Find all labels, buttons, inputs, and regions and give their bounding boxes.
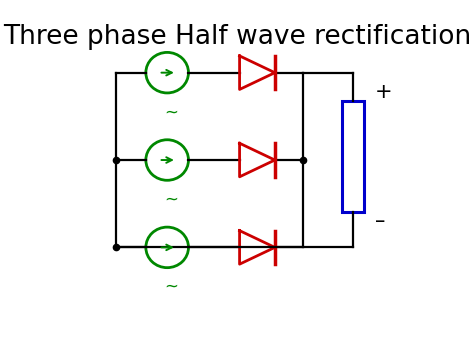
Text: –: –	[375, 211, 385, 231]
Text: ~: ~	[164, 278, 178, 296]
Bar	[342, 100, 364, 212]
Ellipse shape	[146, 53, 189, 93]
Text: ~: ~	[164, 103, 178, 121]
Text: ~: ~	[164, 191, 178, 208]
Text: +: +	[375, 82, 392, 102]
Text: Three phase Half wave rectification: Three phase Half wave rectification	[3, 24, 471, 50]
Ellipse shape	[146, 227, 189, 268]
Ellipse shape	[146, 140, 189, 180]
